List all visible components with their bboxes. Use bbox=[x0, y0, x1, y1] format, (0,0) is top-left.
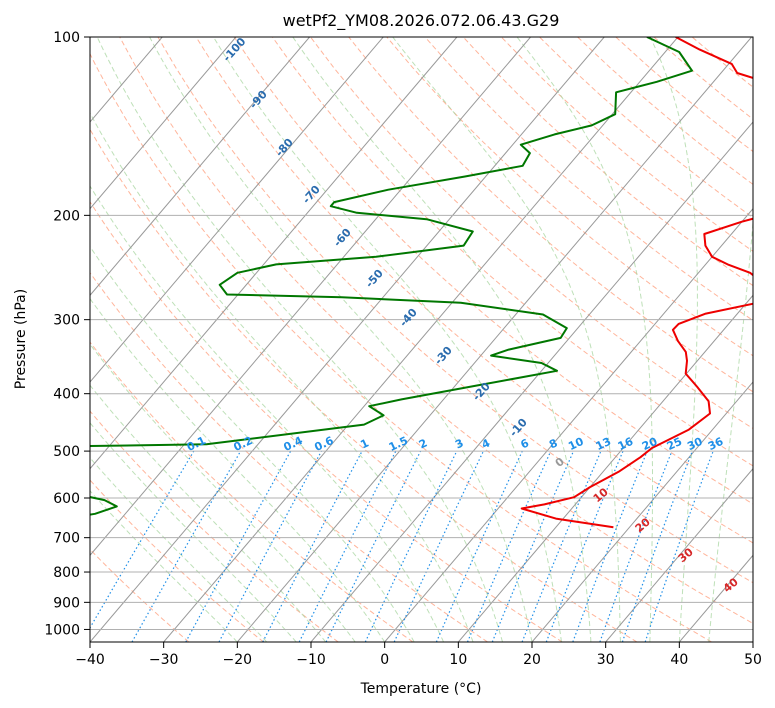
isotherm-line bbox=[90, 37, 310, 297]
isotherm-line bbox=[531, 381, 753, 642]
moist-adiabat bbox=[292, 37, 592, 642]
mixing-ratio-line bbox=[491, 450, 575, 642]
dry-adiabat bbox=[90, 271, 488, 642]
plot-frame bbox=[89, 36, 754, 643]
mixing-ratio-line bbox=[185, 450, 292, 642]
x-tick-label: −10 bbox=[296, 652, 326, 668]
isotherm-line bbox=[90, 37, 605, 642]
isotherm-line bbox=[90, 37, 458, 470]
isotherm-line bbox=[457, 294, 753, 642]
mixing-ratio-label: 25 bbox=[665, 435, 684, 453]
mixing-ratio-line bbox=[435, 450, 523, 642]
mixing-ratio-line bbox=[298, 450, 397, 642]
x-axis-title: Temperature (°C) bbox=[360, 681, 482, 697]
mixing-ratio-line bbox=[521, 450, 602, 642]
mixing-ratio-line bbox=[644, 450, 714, 642]
dry-adiabat bbox=[424, 37, 753, 322]
isotherm-line bbox=[310, 121, 753, 642]
dry-adiabat bbox=[90, 52, 712, 642]
pressure-gridlines bbox=[90, 36, 753, 630]
isotherm-line bbox=[236, 37, 752, 642]
moist-adiabat bbox=[90, 112, 474, 642]
moist-adiabat bbox=[90, 490, 238, 642]
moist-adiabat bbox=[96, 37, 503, 642]
isotherm-line bbox=[163, 37, 679, 642]
y-tick-label: 500 bbox=[53, 444, 80, 460]
moist-adiabat bbox=[213, 37, 562, 642]
isotherm-line bbox=[605, 467, 753, 642]
mixing-ratio-line bbox=[218, 450, 323, 642]
moist-adiabat bbox=[392, 37, 621, 642]
y-tick-label: 900 bbox=[53, 595, 80, 611]
background-lines bbox=[90, 37, 753, 642]
mixing-ratio-line bbox=[325, 450, 422, 642]
y-axis-title: Pressure (hPa) bbox=[13, 289, 29, 389]
data-series bbox=[90, 37, 753, 529]
mixing-ratio-line bbox=[466, 450, 552, 642]
dry-adiabat bbox=[90, 128, 638, 642]
dry-adiabat bbox=[386, 37, 753, 357]
x-tick-label: 10 bbox=[449, 652, 467, 668]
mixing-ratio-line bbox=[599, 450, 673, 642]
chart-title: wetPf2_YM08.2026.072.06.43.G29 bbox=[283, 11, 560, 31]
dry-adiabat bbox=[271, 37, 753, 467]
mixing-ratio-line bbox=[545, 450, 624, 642]
x-tick-label: 0 bbox=[380, 652, 389, 668]
x-tick-label: 40 bbox=[670, 652, 688, 668]
y-tick-label: 200 bbox=[53, 208, 80, 224]
moist-adiabat bbox=[649, 37, 698, 642]
x-tick-label: 20 bbox=[523, 652, 541, 668]
dewpoint-profile-line bbox=[90, 37, 693, 516]
y-tick-label: 1000 bbox=[44, 622, 80, 638]
x-tick-label: −30 bbox=[149, 652, 179, 668]
x-tick-label: 30 bbox=[597, 652, 615, 668]
mixing-ratio-label: 20 bbox=[640, 435, 660, 453]
temperature-profile-line bbox=[520, 37, 753, 529]
dry-adiabat bbox=[90, 410, 339, 642]
moist-adiabat bbox=[90, 384, 327, 642]
x-tick-label: 50 bbox=[744, 652, 762, 668]
dry-adiabat bbox=[90, 479, 264, 642]
moist-adiabat bbox=[90, 457, 268, 642]
isotherm-line bbox=[384, 207, 753, 642]
x-tick-label: −40 bbox=[75, 652, 105, 668]
moist-adiabat bbox=[90, 185, 445, 642]
mixing-ratio-line bbox=[621, 450, 693, 642]
mixing-ratio-label: 13 bbox=[594, 435, 613, 453]
mixing-ratio-line bbox=[572, 450, 648, 642]
moist-adiabat bbox=[90, 422, 297, 642]
y-tick-label: 800 bbox=[53, 565, 80, 581]
mixing-ratio-label: 36 bbox=[706, 435, 726, 453]
moist-adiabat bbox=[708, 216, 753, 642]
x-tick-label: −20 bbox=[223, 652, 253, 668]
mixing-ratio-label: 30 bbox=[685, 435, 705, 453]
moist-adiabat bbox=[149, 37, 533, 642]
moist-adiabat bbox=[90, 343, 356, 642]
mixing-ratio-label: 10 bbox=[566, 435, 586, 453]
mixing-ratio-label: 16 bbox=[616, 435, 636, 453]
y-tick-label: 100 bbox=[53, 30, 80, 46]
dry-adiabat bbox=[310, 37, 753, 430]
isotherm-line bbox=[90, 37, 237, 210]
isotherm-line bbox=[90, 37, 531, 557]
y-tick-label: 300 bbox=[53, 313, 80, 329]
dry-adiabat bbox=[90, 201, 563, 642]
moist-adiabat bbox=[516, 37, 653, 642]
dry-adiabat bbox=[462, 37, 753, 287]
dry-adiabat bbox=[233, 37, 753, 505]
x-axis: −40 −30 −20 −10 0 10 20 30 40 50 bbox=[75, 642, 762, 668]
moist-adiabat bbox=[90, 297, 386, 642]
dry-adiabat bbox=[157, 37, 753, 584]
y-tick-label: 400 bbox=[53, 387, 80, 403]
dry-adiabat bbox=[119, 37, 753, 624]
isotherm-line bbox=[90, 37, 384, 383]
y-tick-label: 600 bbox=[53, 491, 80, 507]
plot-background bbox=[90, 37, 753, 642]
y-axis: 100 200 300 400 500 600 700 800 900 1000 bbox=[44, 30, 90, 638]
y-tick-label: 700 bbox=[53, 531, 80, 547]
